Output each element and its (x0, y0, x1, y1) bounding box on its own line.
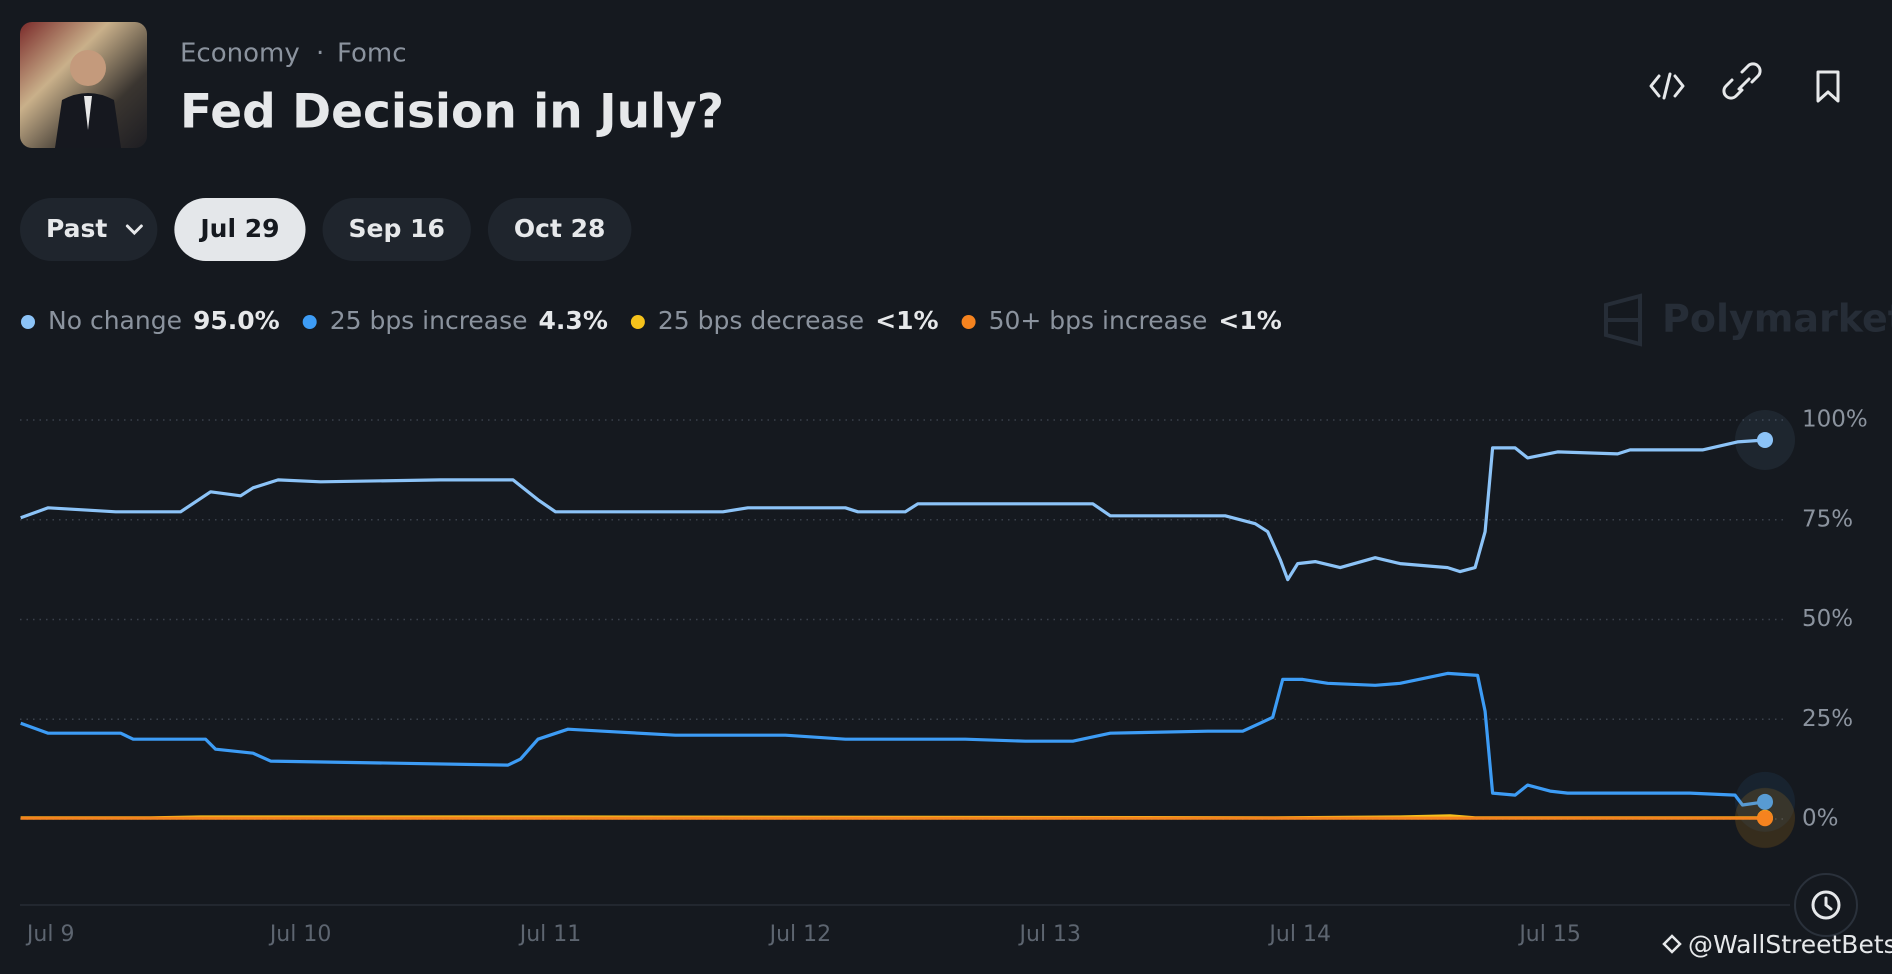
tab-background (322, 198, 471, 261)
date-tab[interactable]: Oct 28 (487, 198, 632, 261)
legend-dot (630, 315, 645, 329)
legend-dot (302, 315, 317, 329)
y-tick-label: 75% (1802, 506, 1853, 532)
breadcrumb-category[interactable]: Economy (180, 39, 300, 69)
legend-entry: 25 bps decrease <1% (630, 306, 939, 335)
x-tick-label: Jul 11 (518, 922, 582, 947)
legend-name: 50+ bps increase (989, 306, 1208, 335)
legend-name: 25 bps increase (330, 306, 528, 335)
bookmark-icon[interactable] (1816, 70, 1840, 103)
breadcrumb-subcategory[interactable]: Fomc (337, 39, 407, 69)
tab-background (20, 198, 158, 261)
x-tick-label: Jul 9 (25, 922, 75, 947)
tab-label: Past (46, 214, 107, 243)
x-tick-label: Jul 14 (1267, 922, 1331, 947)
tab-background (174, 198, 306, 261)
end-point (1757, 810, 1773, 827)
legend-dot (961, 315, 976, 329)
y-tick-label: 25% (1802, 706, 1853, 732)
link-icon[interactable] (1722, 62, 1762, 100)
date-tab[interactable]: Past (20, 198, 158, 261)
legend-entry: 50+ bps increase <1% (961, 306, 1282, 335)
legend-value: <1% (1218, 306, 1281, 335)
legend-entry: 25 bps increase 4.3% (302, 306, 608, 335)
tab-label: Oct 28 (514, 214, 606, 243)
time-button[interactable] (1794, 873, 1858, 937)
legend-name: No change (48, 306, 182, 335)
thumbnail (20, 22, 147, 148)
embed-icon[interactable] (1649, 72, 1685, 100)
legend-value: 95.0% (193, 306, 280, 335)
legend-entry: No change 95.0% (21, 306, 280, 335)
x-tick-label: Jul 12 (768, 922, 832, 947)
y-tick-label: 50% (1802, 606, 1853, 632)
x-tick-label: Jul 10 (268, 922, 332, 947)
series-line (20, 671, 1766, 807)
credit: @WallStreetBets (1688, 930, 1892, 959)
legend-dot (21, 315, 35, 329)
tab-background (487, 198, 632, 261)
end-point (1757, 431, 1773, 448)
breadcrumb-separator: · (316, 39, 324, 69)
tab-label: Sep 16 (349, 214, 445, 243)
end-point (1757, 793, 1773, 810)
legend-value: 4.3% (539, 306, 608, 335)
date-tab[interactable]: Jul 29 (174, 198, 306, 261)
dropdown-chevron (125, 224, 143, 236)
x-tick-label: Jul 15 (1517, 922, 1581, 947)
market-title: Fed Decision in July? (180, 85, 724, 140)
y-tick-label: 100% (1802, 407, 1868, 433)
legend-name: 25 bps decrease (658, 306, 864, 335)
tab-label: Jul 29 (198, 214, 279, 243)
watermark-logo (1604, 293, 1642, 347)
credit-logo (1662, 934, 1682, 954)
date-tabs: Past Jul 29 Sep 16 Oct 28 (20, 198, 632, 261)
watermark: Polymarket (1662, 297, 1892, 341)
chart: 0% 25% 50% 75% 100% Jul 9 Jul 10 Jul 11 Jul 12 Ju… (20, 407, 1868, 947)
date-tab[interactable]: Sep 16 (322, 198, 471, 261)
legend-value: <1% (875, 306, 938, 335)
x-tick-label: Jul 13 (1018, 922, 1082, 947)
y-tick-label: 0% (1802, 806, 1839, 832)
series-line (20, 438, 1766, 582)
